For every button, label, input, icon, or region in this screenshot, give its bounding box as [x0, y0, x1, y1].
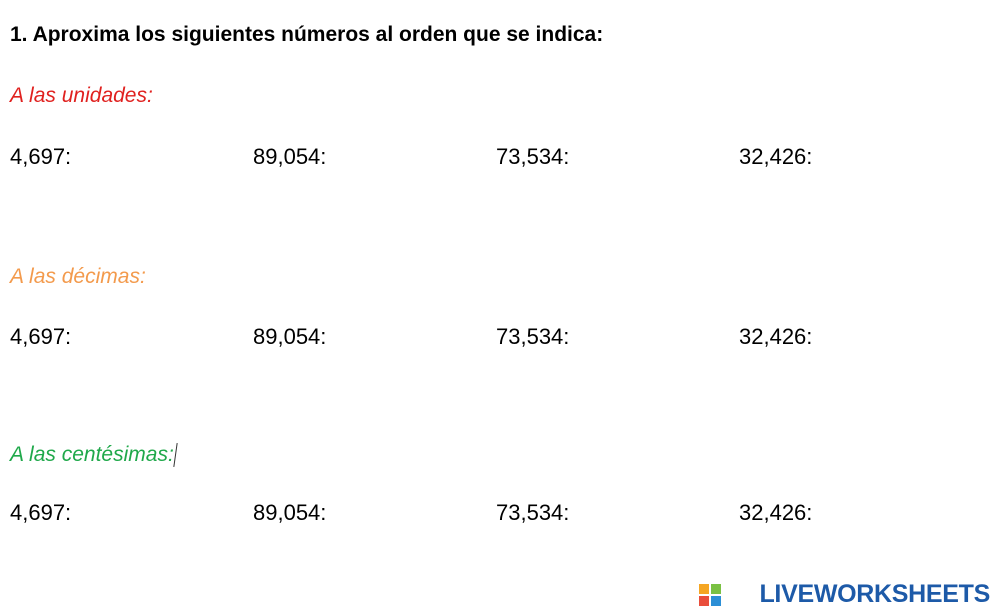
logo-text: LIVEWORKSHEETS: [759, 580, 990, 608]
section-heading: A las centésimas:: [10, 443, 174, 466]
number-item: 89,054:: [253, 500, 327, 525]
number-item: 4,697:: [10, 324, 72, 349]
number-item: 4,697:: [10, 144, 72, 169]
number-item: 32,426:: [739, 500, 813, 525]
number-item: 73,534:: [496, 324, 570, 349]
exercise-title: 1. Aproxima los siguientes números al or…: [10, 23, 604, 46]
number-item: 89,054:: [253, 324, 327, 349]
logo-icon: [699, 584, 721, 606]
number-item: 32,426:: [739, 324, 813, 349]
section-heading: A las unidades:: [10, 84, 153, 107]
number-item: 73,534:: [496, 144, 570, 169]
number-item: 32,426:: [739, 144, 813, 169]
section-heading: A las décimas:: [10, 265, 146, 288]
number-item: 4,697:: [10, 500, 72, 525]
number-item: 73,534:: [496, 500, 570, 525]
number-item: 89,054:: [253, 144, 327, 169]
